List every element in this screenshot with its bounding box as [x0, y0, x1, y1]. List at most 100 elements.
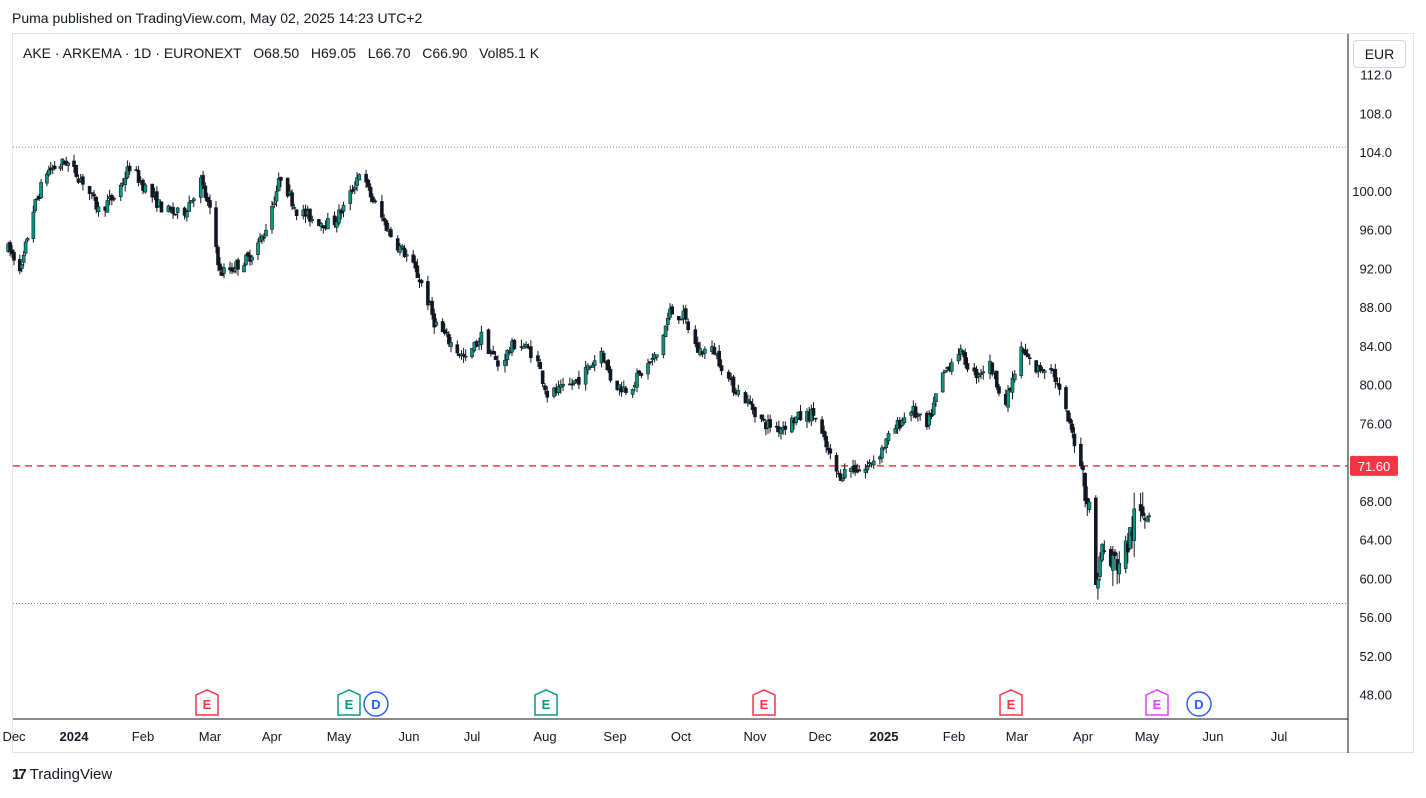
candle-body [927, 414, 931, 426]
y-tick-label: 60.00 [1359, 571, 1392, 586]
candle-body [654, 354, 659, 358]
candle-body [334, 221, 339, 228]
candle-body [411, 254, 416, 263]
candle-body [783, 425, 788, 430]
candle-body [463, 355, 468, 358]
candle-body [590, 364, 595, 368]
candle-body [173, 213, 178, 216]
candle-body [150, 183, 155, 198]
y-tick-label: 80.00 [1359, 378, 1392, 393]
candle-body [201, 175, 205, 186]
candle-body [187, 202, 192, 212]
candle-body [72, 160, 76, 167]
candle-body [400, 245, 405, 249]
x-tick-label: Jun [399, 729, 420, 744]
candle-body [274, 191, 279, 202]
tradingview-logo[interactable]: 17 TradingView [12, 766, 112, 783]
candle-body [262, 236, 266, 239]
candle-body [134, 169, 139, 171]
currency-selector[interactable]: EUR [1353, 40, 1406, 68]
candle-body [637, 370, 642, 374]
candle-body [545, 390, 550, 398]
candle-body [913, 406, 918, 418]
candle-body [779, 428, 783, 434]
candle-body [364, 173, 368, 183]
candle-body [384, 220, 389, 231]
x-tick-label: Feb [132, 729, 154, 744]
candle-body [92, 193, 96, 197]
candle-body [353, 186, 357, 190]
candle-body [849, 467, 853, 472]
x-tick-label: Sep [603, 729, 626, 744]
chart-frame[interactable] [12, 33, 1414, 753]
candle-body [175, 207, 180, 213]
candle-body [976, 374, 981, 378]
candle-body [505, 350, 510, 360]
candle-body [430, 300, 434, 315]
candle-body [1102, 550, 1107, 552]
candle-body [1042, 370, 1047, 373]
x-tick-label: Jul [1271, 729, 1288, 744]
candle-body [496, 360, 500, 367]
candle-body [974, 368, 979, 379]
candle-body [863, 468, 868, 473]
candle-body [1027, 357, 1032, 359]
candle-body [865, 465, 870, 471]
candle-body [216, 247, 220, 266]
candle-body [909, 412, 913, 416]
candle-body [717, 350, 721, 367]
candle-body [994, 370, 999, 388]
candle-body [127, 165, 132, 172]
candle-body [965, 363, 970, 370]
y-tick-label: 64.00 [1359, 533, 1392, 548]
x-tick-label: Mar [1006, 729, 1029, 744]
x-tick-label: Nov [743, 729, 767, 744]
x-tick-label: Dec [2, 729, 26, 744]
candle-body [828, 448, 833, 454]
candle-body [601, 352, 606, 363]
candle-body [398, 245, 402, 253]
candle-body [529, 346, 533, 358]
candle-body [31, 211, 36, 240]
x-tick-label: Feb [943, 729, 965, 744]
candle-body [880, 447, 884, 459]
candle-body [503, 359, 507, 366]
candle-body [1079, 444, 1083, 467]
candle-body [491, 350, 495, 355]
y-tick-label: 92.00 [1359, 261, 1392, 276]
candle-body [479, 331, 484, 345]
candle-body [900, 420, 904, 426]
candles [6, 154, 1151, 600]
candle-body [1147, 515, 1151, 518]
candle-body [33, 199, 38, 212]
candle-body [886, 433, 891, 441]
price-line-badge [1350, 455, 1398, 476]
candle-body [838, 473, 843, 481]
candle-body [538, 361, 543, 370]
legend-low: 66.70 [375, 45, 411, 61]
event-label: E [1007, 697, 1016, 712]
candle-body [540, 370, 545, 385]
legend-close-label: C [422, 45, 433, 61]
candle-body [1083, 473, 1087, 501]
candle-body [630, 389, 635, 395]
candle-body [371, 196, 375, 203]
candle-body [222, 267, 226, 274]
candle-body [624, 388, 628, 394]
candle-body [512, 339, 517, 350]
candle-body [686, 321, 690, 331]
candle-body [355, 177, 359, 186]
candle-body [290, 192, 294, 207]
candle-body [824, 436, 828, 448]
candle-body [918, 413, 922, 416]
legend-high-label: H [310, 45, 322, 61]
candle-body [570, 383, 574, 386]
candle-body [74, 164, 79, 177]
candle-body [90, 192, 94, 194]
candle-body [256, 242, 260, 255]
candle-body [916, 414, 920, 417]
candle-body [192, 198, 196, 202]
y-tick-label: 76.00 [1359, 416, 1392, 431]
candle-body [415, 265, 420, 279]
